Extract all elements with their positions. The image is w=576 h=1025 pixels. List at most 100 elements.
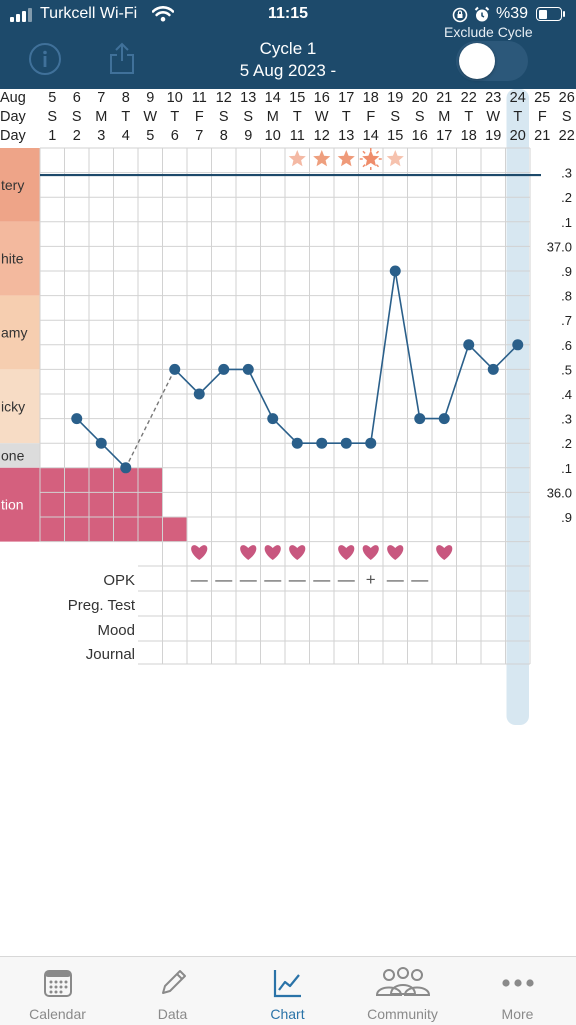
temperature-segment [468, 344, 494, 370]
temp-axis-label: .2 [561, 190, 572, 205]
temperature-point [365, 437, 377, 449]
date-label: 23 [485, 90, 501, 106]
fertile-star-icon [313, 150, 331, 167]
cervical-band [0, 295, 40, 370]
weekday-label: S [390, 109, 400, 125]
tab-label-more: More [501, 1006, 534, 1022]
tab-data[interactable]: Data [115, 957, 230, 1025]
wifi-icon [152, 6, 174, 22]
tab-community[interactable]: Community [345, 957, 460, 1025]
orientation-lock-icon [452, 7, 468, 23]
bbt-chart[interactable]: AugDayDay5S16S27M38T49W510T611F712S813S9… [0, 0, 576, 956]
app-header: Turkcell Wi-Fi 11:15 %39 Cycle 1 5 Aug 2… [0, 0, 576, 89]
cervical-band [0, 443, 40, 468]
alarm-icon [474, 6, 490, 22]
opk-result: — [215, 570, 232, 589]
weekday-label: S [219, 109, 229, 125]
cycle-day-label: 10 [265, 128, 281, 144]
weekday-label: S [562, 109, 572, 125]
weekday-label: T [293, 109, 302, 125]
weekday-label: S [47, 109, 57, 125]
weekday-label: S [243, 109, 253, 125]
tab-chart[interactable]: Chart [230, 957, 345, 1025]
cycle-title: Cycle 1 [259, 39, 317, 58]
cycle-day-label: 22 [559, 128, 575, 144]
opk-result: — [191, 570, 208, 589]
weekday-label: T [513, 109, 522, 125]
cervical-band [0, 221, 40, 296]
cervical-band [0, 148, 40, 222]
weekday-label: F [195, 109, 204, 125]
cervical-band-label: tery [1, 177, 24, 193]
date-label: 20 [412, 90, 428, 106]
journal-row-label: Journal [86, 646, 135, 663]
cycle-day-label: 18 [461, 128, 477, 144]
date-label: 21 [436, 90, 452, 106]
fertile-star-icon [288, 150, 306, 167]
temp-axis-label: .9 [561, 264, 572, 279]
tab-label-chart: Chart [270, 1006, 305, 1022]
cervical-band [0, 369, 40, 444]
date-label: 5 [48, 90, 56, 106]
menstruation-bar [64, 467, 90, 542]
date-label: 14 [265, 90, 281, 106]
temperature-point [340, 437, 352, 449]
exclude-cycle-toggle[interactable] [456, 41, 528, 81]
header-row-label-cycle_day: Day [0, 128, 27, 144]
exclude-cycle-label: Exclude Cycle [444, 24, 533, 40]
weekday-label: S [415, 109, 425, 125]
cervical-band-label: tion [1, 497, 24, 513]
cycle-day-label: 9 [244, 128, 252, 144]
tab-label-data: Data [157, 1006, 188, 1022]
opk-result: — [313, 570, 330, 589]
date-label: 16 [314, 90, 330, 106]
temperature-segment [100, 442, 127, 469]
share-icon[interactable] [108, 41, 136, 75]
cervical-band-label: one [1, 448, 25, 464]
cycle-day-label: 5 [146, 128, 154, 144]
weekday-label: W [315, 109, 329, 125]
date-label: 19 [387, 90, 403, 106]
date-label: 22 [461, 90, 477, 106]
cycle-day-label: 15 [387, 128, 403, 144]
tab-more[interactable]: More [460, 957, 575, 1025]
opk-row-label: OPK [103, 572, 135, 589]
temperature-segment [492, 344, 519, 370]
cycle-day-label: 2 [73, 128, 81, 144]
opk-result: — [264, 570, 281, 589]
cycle-day-label: 1 [48, 128, 56, 144]
menstruation-bar [138, 467, 163, 542]
date-label: 10 [167, 90, 183, 106]
cycle-day-label: 8 [220, 128, 228, 144]
temperature-segment [198, 368, 225, 395]
cycle-day-label: 7 [195, 128, 203, 144]
date-label: 9 [146, 90, 154, 106]
weekday-label: F [538, 109, 547, 125]
date-label: 26 [559, 90, 575, 106]
header-row-label-month: Aug [0, 90, 26, 106]
temperature-point [487, 363, 499, 375]
temperature-segment [76, 418, 102, 444]
menstruation-bar [113, 467, 139, 542]
temperature-point [267, 413, 279, 425]
temperature-point [218, 363, 230, 375]
intercourse-heart-icon [264, 545, 281, 560]
date-label: 6 [73, 90, 81, 106]
cycle-date-range: 5 Aug 2023 - [239, 61, 337, 80]
temperature-point [193, 388, 205, 400]
tab-calendar[interactable]: Calendar [0, 957, 115, 1025]
temp-axis-label: .7 [561, 313, 572, 328]
header-row-label-weekday: Day [0, 109, 27, 125]
cycle-day-label: 4 [122, 128, 130, 144]
opk-result: — [387, 570, 404, 589]
menstruation-bar [89, 467, 114, 542]
calendar-icon [43, 970, 72, 997]
temp-axis-label: .5 [561, 362, 572, 377]
intercourse-heart-icon [436, 545, 453, 560]
cycle-day-label: 11 [290, 128, 305, 144]
cervical-band [0, 467, 40, 542]
toggle-knob [459, 43, 495, 79]
battery-percent: %39 [496, 5, 529, 22]
info-icon[interactable] [28, 42, 62, 76]
temp-axis-label: .1 [561, 215, 572, 230]
